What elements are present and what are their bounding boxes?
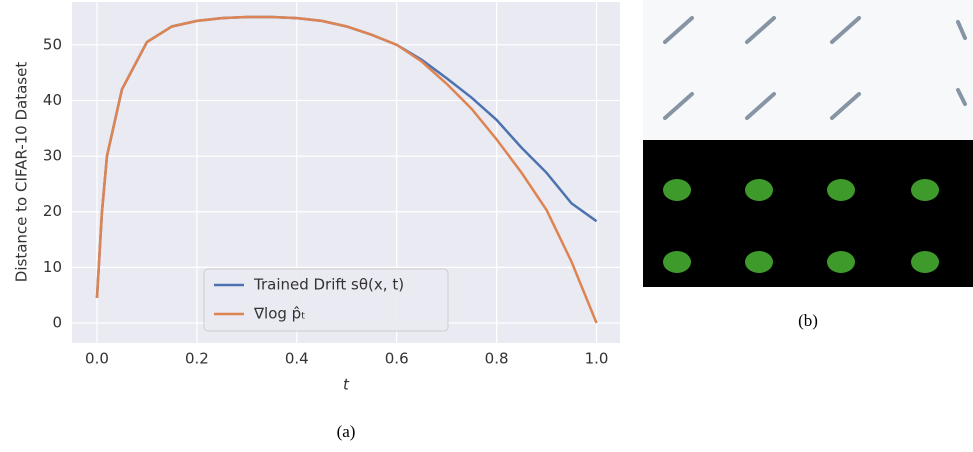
- caption-a: (a): [337, 422, 356, 441]
- x-tick-label: 0.0: [85, 350, 109, 368]
- x-tick-label: 0.8: [485, 350, 509, 368]
- x-tick-label: 0.4: [285, 350, 309, 368]
- x-tick-label: 1.0: [585, 350, 609, 368]
- x-tick-label: 0.2: [185, 350, 209, 368]
- x-axis-label: t: [343, 376, 350, 394]
- y-tick-label: 50: [43, 35, 62, 53]
- legend-label: Trained Drift sθ(x, t): [253, 276, 404, 294]
- y-tick-label: 20: [43, 202, 62, 220]
- frog-blobs: [663, 179, 939, 273]
- lines: [95, 15, 598, 324]
- legend-label: ∇log p̂ₜ: [253, 305, 306, 323]
- caption-b: (b): [798, 311, 818, 330]
- x-tick-label: 0.6: [385, 350, 409, 368]
- y-tick-label: 0: [52, 313, 62, 331]
- y-tick-label: 10: [43, 258, 62, 276]
- sample-images: [643, 0, 973, 287]
- airplane-strokes: [663, 16, 967, 120]
- airplane-samples: [643, 0, 973, 140]
- y-axis-label: Distance to CIFAR-10 Dataset: [13, 62, 31, 283]
- y-tick-label: 30: [43, 147, 62, 165]
- y-tick-label: 40: [43, 91, 62, 109]
- series-line: [95, 15, 598, 324]
- legend-box: [203, 268, 449, 332]
